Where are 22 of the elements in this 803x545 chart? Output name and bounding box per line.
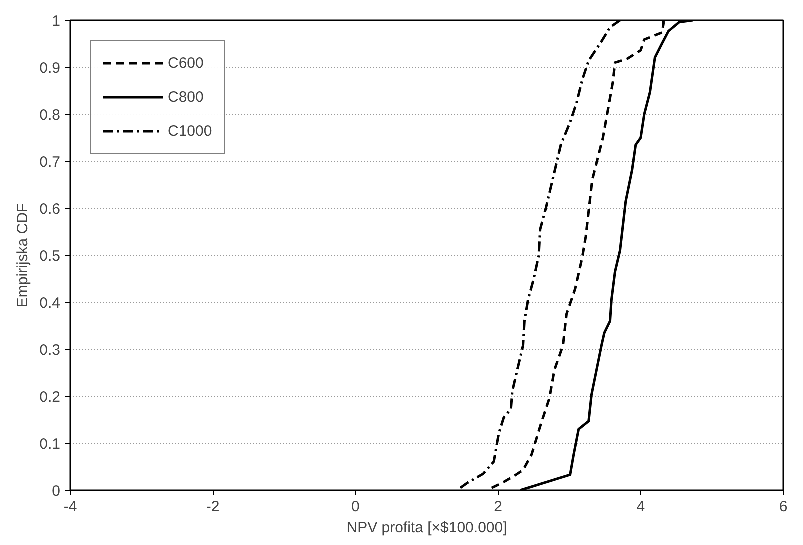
x-tick-label: 4 — [636, 498, 646, 516]
x-axis-title: NPV profita [×$100.000] — [346, 520, 508, 536]
y-axis-title: Empirijska CDF — [14, 203, 32, 308]
y-tick-label: 0.6 — [40, 201, 61, 218]
y-tick-label: 1 — [52, 13, 60, 30]
x-tick-label: 2 — [494, 498, 502, 516]
legend-label: C1000 — [168, 122, 212, 140]
legend-label: C600 — [168, 54, 204, 72]
y-tick-label: 0.5 — [40, 248, 61, 265]
y-tick-label: 0.1 — [40, 436, 61, 453]
y-tick-label: 0.4 — [40, 295, 61, 312]
y-tick-label: 0.7 — [40, 154, 61, 171]
y-tick-label: 0.2 — [40, 389, 61, 406]
x-tick-label: -4 — [64, 498, 78, 516]
x-tick-label: 6 — [779, 498, 788, 516]
x-tick-label: 0 — [352, 498, 360, 516]
y-tick-label: 0.3 — [40, 342, 61, 359]
x-tick-label: -2 — [206, 498, 220, 516]
legend-label: C800 — [168, 88, 204, 106]
y-tick-label: 0.8 — [40, 107, 61, 124]
y-tick-label: 0.9 — [40, 60, 61, 77]
y-tick-label: 0 — [52, 483, 60, 500]
